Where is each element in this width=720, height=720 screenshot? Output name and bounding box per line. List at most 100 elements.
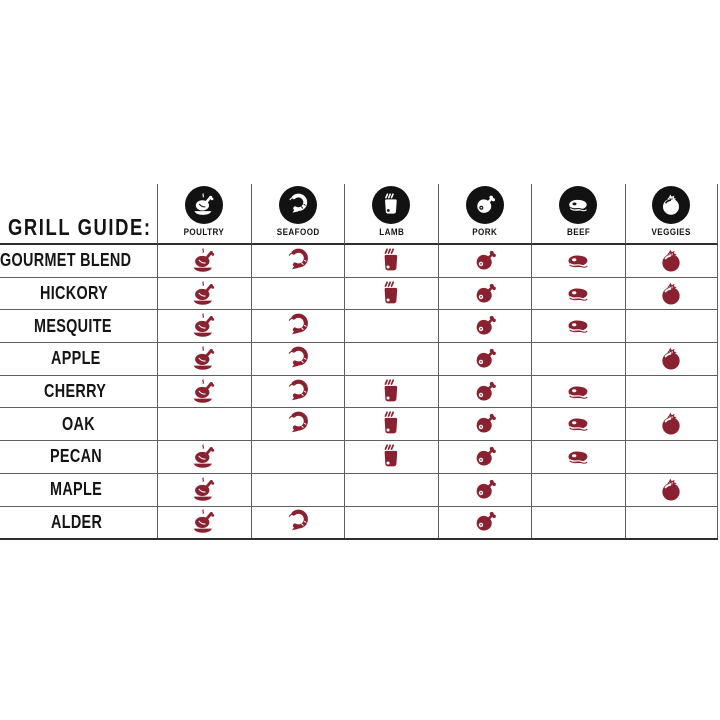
poultry-icon: [192, 378, 216, 404]
pairing-cell: [344, 441, 438, 473]
column-header-label: SEAFOOD: [276, 227, 320, 238]
pairing-cell: [344, 245, 438, 277]
pairing-cell: [531, 375, 625, 408]
row-label: APPLE: [51, 348, 102, 369]
table-row-oak: OAK: [0, 407, 718, 441]
pairing-cell: [344, 310, 438, 343]
pairing-cell: [157, 506, 251, 539]
pairing-cell: [344, 375, 438, 408]
poultry-icon: [193, 193, 215, 217]
seafood-icon: [285, 346, 311, 372]
beef-icon: [568, 418, 589, 432]
column-header-circle: [652, 186, 691, 224]
poultry-icon: [192, 313, 216, 339]
row-label-cell: PECAN: [0, 441, 157, 473]
row-label-cell: MESQUITE: [0, 310, 157, 342]
lamb-icon: [383, 379, 399, 402]
page-title: GRILL GUIDE:: [8, 213, 152, 240]
table-row-gourmet-blend: GOURMET BLEND: [0, 245, 718, 277]
pairing-cell: [531, 408, 625, 441]
pairing-cell: [157, 408, 251, 441]
pairing-cell: [437, 245, 532, 277]
row-label: HICKORY: [39, 283, 109, 304]
column-header-veggies: VEGGIES: [624, 184, 718, 244]
row-label: GOURMET BLEND: [0, 250, 132, 271]
column-header-label: POULTRY: [183, 227, 225, 238]
table-row-pecan: PECAN: [0, 440, 718, 473]
table-row-cherry: CHERRY: [0, 374, 718, 408]
beef-icon: [568, 450, 589, 464]
column-header-beef: BEEF: [531, 184, 625, 244]
veggies-icon: [661, 281, 681, 305]
pairing-cell: [250, 441, 345, 473]
pairing-cell: [437, 408, 532, 441]
table-row-alder: ALDER: [0, 505, 718, 539]
column-header-label: PORK: [472, 227, 498, 238]
pork-icon: [475, 510, 497, 533]
table-row-mesquite: MESQUITE: [0, 309, 718, 343]
column-header-circle: [278, 186, 317, 224]
column-header-circle: [465, 186, 504, 224]
lamb-icon: [383, 248, 399, 272]
veggies-icon: [661, 411, 681, 436]
beef-icon: [568, 385, 589, 399]
pairing-cell: [531, 473, 625, 506]
row-label-cell: HICKORY: [0, 278, 157, 310]
veggies-icon: [662, 193, 681, 216]
column-header-circle: [559, 186, 598, 224]
row-label: MESQUITE: [33, 315, 112, 336]
pairing-cell: [250, 506, 345, 539]
row-label: CHERRY: [43, 381, 106, 402]
column-header-circle: [372, 186, 411, 224]
pairing-cell: [250, 277, 345, 310]
table-row-hickory: HICKORY: [0, 276, 718, 310]
poultry-icon: [192, 280, 216, 306]
pairing-cell: [624, 343, 718, 375]
column-header-label: VEGGIES: [651, 227, 691, 238]
row-label-cell: MAPLE: [0, 474, 157, 506]
row-label-cell: ALDER: [0, 507, 157, 539]
seafood-icon: [285, 379, 311, 405]
row-label: ALDER: [50, 511, 102, 532]
row-label: PECAN: [49, 446, 102, 467]
pairing-cell: [624, 506, 718, 539]
beef-icon: [568, 320, 589, 334]
pairing-cell: [531, 506, 625, 539]
pairing-cell: [344, 408, 438, 441]
seafood-icon: [287, 193, 308, 215]
pairing-cell: [157, 343, 251, 375]
poultry-icon: [192, 509, 216, 535]
pairing-cell: [531, 441, 625, 473]
pairing-cell: [437, 277, 532, 310]
row-label-cell: OAK: [0, 408, 157, 440]
table-header-row: GRILL GUIDE: POULTRY SEAFOOD LAMB PORK BEEF V…: [0, 183, 718, 246]
pairing-cell: [344, 473, 438, 506]
pairing-cell: [250, 473, 345, 506]
seafood-icon: [285, 509, 311, 535]
pairing-cell: [624, 310, 718, 343]
row-label-cell: GOURMET BLEND: [0, 245, 157, 277]
beef-icon: [568, 199, 588, 212]
column-header-circle: [185, 186, 224, 224]
pairing-cell: [437, 375, 532, 408]
pairing-cell: [157, 473, 251, 506]
pairing-cell: [157, 441, 251, 473]
pork-icon: [475, 194, 496, 215]
pairing-cell: [531, 245, 625, 277]
poultry-icon: [192, 247, 216, 273]
pairing-cell: [624, 473, 718, 506]
title-cell: GRILL GUIDE:: [0, 183, 157, 246]
pairing-cell: [437, 506, 532, 539]
pork-icon: [475, 380, 497, 402]
pairing-cell: [624, 408, 718, 441]
lamb-icon: [383, 411, 399, 435]
column-header-pork: PORK: [437, 184, 532, 244]
pork-icon: [475, 478, 497, 500]
row-label-cell: APPLE: [0, 343, 157, 375]
pairing-cell: [437, 343, 532, 375]
beef-icon: [568, 254, 589, 268]
column-header-label: LAMB: [378, 227, 404, 238]
column-header-poultry: POULTRY: [157, 184, 251, 244]
pairing-cell: [437, 310, 532, 343]
poultry-icon: [192, 476, 216, 502]
